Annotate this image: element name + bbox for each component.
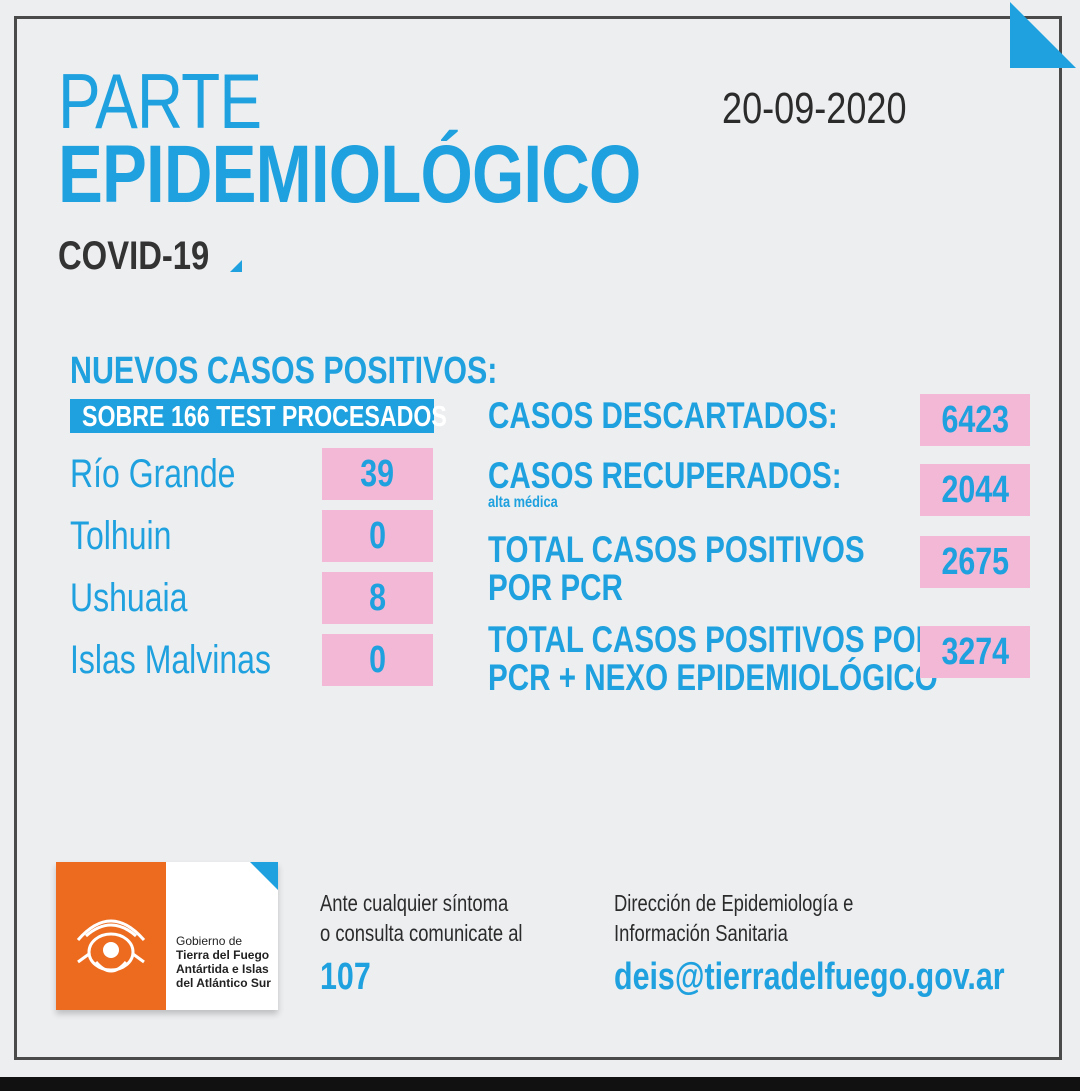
city-value: 8 — [369, 577, 386, 619]
gov-name-line4: del Atlántico Sur — [176, 976, 271, 990]
coat-of-arms-icon — [76, 919, 146, 973]
city-value-cell: 39 — [322, 448, 433, 500]
report-date: 20-09-2020 — [722, 84, 907, 133]
city-value: 39 — [360, 453, 395, 495]
logo-corner-triangle — [250, 862, 278, 890]
government-name: Gobierno de Tierra del Fuego Antártida e… — [176, 934, 271, 990]
city-value: 0 — [369, 515, 386, 557]
nexo-total-value-cell: 3274 — [920, 626, 1030, 678]
pcr-total-label-line1: TOTAL CASOS POSITIVOS — [488, 529, 865, 570]
new-cases-heading: NUEVOS CASOS POSITIVOS: — [70, 350, 498, 392]
gov-name-line1: Gobierno de — [176, 934, 243, 948]
tests-banner-label: SOBRE 166 TEST PROCESADOS — [82, 401, 447, 433]
bottom-bar — [0, 1077, 1080, 1091]
card-frame — [14, 16, 1062, 1060]
page-title-line2: EPIDEMIOLÓGICO — [58, 129, 641, 220]
discarded-value-cell: 6423 — [920, 394, 1030, 446]
city-label: Tolhuin — [70, 514, 172, 558]
subtitle-triangle-icon — [230, 260, 242, 272]
nexo-total-label-line1: TOTAL CASOS POSITIVOS POR — [488, 619, 938, 660]
discarded-value: 6423 — [941, 399, 1009, 441]
discarded-label: CASOS DESCARTADOS: — [488, 395, 838, 436]
page-title-line1: PARTE — [58, 57, 262, 145]
city-value-cell: 0 — [322, 510, 433, 562]
corner-triangle-decoration — [1010, 2, 1076, 68]
city-value: 0 — [369, 639, 386, 681]
city-value-cell: 0 — [322, 634, 433, 686]
contact-text-line2: o consulta comunicate al — [320, 920, 523, 946]
gov-name-line3: Antártida e Islas — [176, 962, 269, 976]
department-line2: Información Sanitaria — [614, 920, 788, 946]
contact-text-line1: Ante cualquier síntoma — [320, 890, 509, 916]
email-link[interactable]: deis@tierradelfuego.gov.ar — [614, 956, 1005, 998]
pcr-total-label-line2: POR PCR — [488, 567, 623, 608]
tests-banner: SOBRE 166 TEST PROCESADOS — [70, 399, 447, 433]
government-logo: Gobierno de Tierra del Fuego Antártida e… — [56, 862, 278, 1010]
city-label: Islas Malvinas — [70, 638, 271, 682]
department-line1: Dirección de Epidemiología e — [614, 890, 854, 916]
city-value-cell: 8 — [322, 572, 433, 624]
recovered-sublabel: alta médica — [488, 494, 558, 511]
recovered-value: 2044 — [941, 469, 1009, 511]
pcr-total-value-cell: 2675 — [920, 536, 1030, 588]
recovered-value-cell: 2044 — [920, 464, 1030, 516]
gov-name-line2: Tierra del Fuego — [176, 948, 270, 962]
nexo-total-label-line2: PCR + NEXO EPIDEMIOLÓGICO — [488, 657, 938, 698]
logo-orange-panel — [56, 862, 166, 1010]
phone-number[interactable]: 107 — [320, 956, 371, 998]
page-subtitle: COVID-19 — [58, 234, 210, 278]
city-label: Río Grande — [70, 452, 236, 496]
pcr-total-value: 2675 — [941, 541, 1009, 583]
city-label: Ushuaia — [70, 576, 188, 620]
recovered-label: CASOS RECUPERADOS: — [488, 455, 842, 496]
nexo-total-value: 3274 — [941, 631, 1009, 673]
